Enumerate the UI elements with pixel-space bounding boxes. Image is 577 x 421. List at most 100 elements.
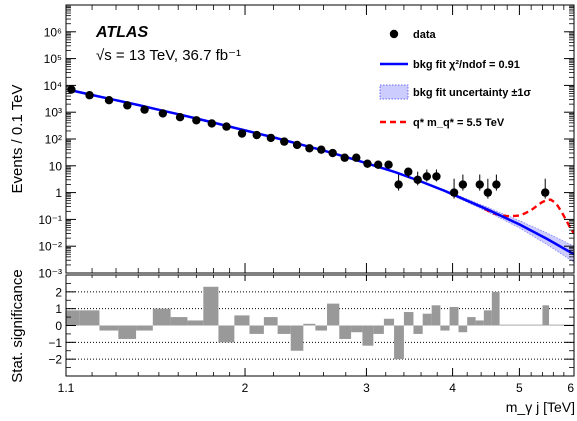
signal-curve	[483, 198, 574, 235]
x-tick-label: 1.1	[58, 381, 75, 395]
x-axis-label: m_γ j [TeV]	[506, 399, 575, 415]
y-tick-label: 10	[49, 159, 63, 173]
significance-bar	[403, 312, 414, 326]
significance-bar	[203, 286, 219, 326]
y-tick-label: 10⁻³	[38, 267, 62, 281]
main-panel: 10⁻³ 10⁻² 10⁻¹ 1 10 10² 10³ 10⁴ 10⁵ 10⁶ ATLAS √s …	[9, 4, 575, 281]
ratio-x-axis: 1.1 2 3 4 5 6	[58, 275, 575, 395]
significance-bar	[136, 325, 153, 331]
significance-bar	[118, 325, 137, 339]
atlas-label: ATLAS	[95, 24, 148, 41]
data-point	[175, 113, 185, 122]
fit-curve	[71, 89, 574, 256]
main-y-label: Events / 0.1 TeV	[9, 85, 26, 194]
data-point	[373, 160, 383, 169]
ratio-y-tick-label: 0	[55, 319, 62, 333]
significance-bar	[499, 324, 543, 326]
data-point	[449, 188, 459, 197]
significance-bar	[394, 325, 404, 360]
main-x-ticks	[65, 5, 575, 273]
significance-bar	[339, 325, 352, 339]
significance-bar	[249, 325, 264, 334]
data-point	[305, 144, 314, 153]
significance-bar	[542, 305, 550, 326]
legend: data bkg fit χ²/ndof = 0.91 bkg fit unce…	[379, 29, 532, 129]
significance-bar	[234, 315, 250, 326]
legend-band-label: bkg fit uncertainty ±1σ	[413, 87, 532, 99]
ratio-reference-lines	[66, 291, 574, 360]
y-tick-label: 1	[55, 186, 62, 200]
significance-bar	[549, 324, 574, 326]
fit-line	[71, 89, 574, 256]
significance-bar	[440, 325, 450, 331]
x-tick-label: 4	[449, 381, 456, 395]
data-point	[266, 133, 276, 143]
ratio-y-tick-label: −2	[48, 353, 62, 367]
data-point	[328, 148, 337, 158]
legend-data-marker	[389, 29, 399, 39]
x-tick-label: 3	[363, 381, 370, 395]
data-point	[207, 119, 217, 128]
x-tick-label: 5	[516, 381, 523, 395]
data-point	[222, 122, 231, 131]
significance-bar	[351, 325, 363, 333]
significance-bar	[422, 313, 432, 326]
significance-bar	[475, 320, 484, 326]
data-point	[85, 91, 94, 100]
data-point	[352, 153, 361, 162]
significance-bar	[315, 325, 328, 331]
data-point	[237, 129, 247, 138]
significance-bar	[263, 317, 278, 326]
y-tick-label: 10⁴	[43, 79, 62, 93]
signal-line	[483, 198, 574, 235]
uncertainty-band-area	[420, 180, 574, 263]
legend-fit-label: bkg fit χ²/ndof = 0.91	[413, 59, 520, 71]
legend-band-swatch	[379, 84, 409, 100]
data-point	[158, 109, 168, 118]
significance-bar	[66, 310, 80, 326]
significance-bar	[327, 303, 340, 326]
significance-bar	[79, 310, 100, 326]
energy-label: √s = 13 TeV, 36.7 fb⁻¹	[96, 47, 241, 64]
significance-bar	[449, 306, 459, 326]
data-point	[292, 140, 302, 150]
data-point	[394, 180, 403, 189]
significance-bar	[99, 325, 119, 331]
significance-bar	[483, 310, 492, 326]
data-point	[404, 167, 413, 176]
data-point	[492, 180, 501, 189]
significance-bar	[303, 323, 316, 326]
legend-signal-label: q* m_q* = 5.5 TeV	[413, 117, 505, 129]
y-tick-label: 10⁻¹	[38, 213, 62, 227]
y-tick-label: 10⁶	[44, 25, 62, 39]
significance-bar	[458, 325, 468, 333]
data-point	[458, 180, 468, 189]
ratio-y-tick-label: 1	[55, 302, 62, 316]
main-y-axis: 10⁻³ 10⁻² 10⁻¹ 1 10 10² 10³ 10⁴ 10⁵ 10⁶	[38, 5, 574, 281]
data-point	[363, 159, 372, 168]
y-tick-label: 10²	[45, 133, 62, 147]
significance-bar	[383, 318, 395, 326]
significance-bar	[491, 291, 500, 326]
data-points	[67, 85, 550, 199]
data-point	[123, 101, 132, 110]
x-tick-label: 6	[567, 381, 574, 395]
significance-bar	[277, 325, 291, 334]
ratio-y-axis: −2 −1 0 1 2	[48, 283, 574, 368]
data-point	[384, 160, 393, 169]
data-point	[140, 105, 149, 114]
significance-bar	[187, 320, 204, 326]
data-point	[317, 145, 326, 154]
data-point	[192, 116, 201, 125]
ratio-y-label: Stat. significance	[9, 269, 26, 382]
significance-bar	[413, 325, 423, 334]
significance-bar	[362, 325, 374, 346]
data-point	[340, 153, 349, 162]
significance-bar	[152, 308, 171, 326]
data-point	[432, 172, 441, 181]
data-point	[422, 172, 432, 181]
ratio-panel: −2 −1 0 1 2 1.1 2 3 4 5 6 Stat. significance m_γ …	[9, 269, 575, 415]
data-point	[252, 130, 261, 140]
ratio-y-tick-label: −1	[48, 336, 62, 350]
significance-bar	[170, 317, 188, 326]
